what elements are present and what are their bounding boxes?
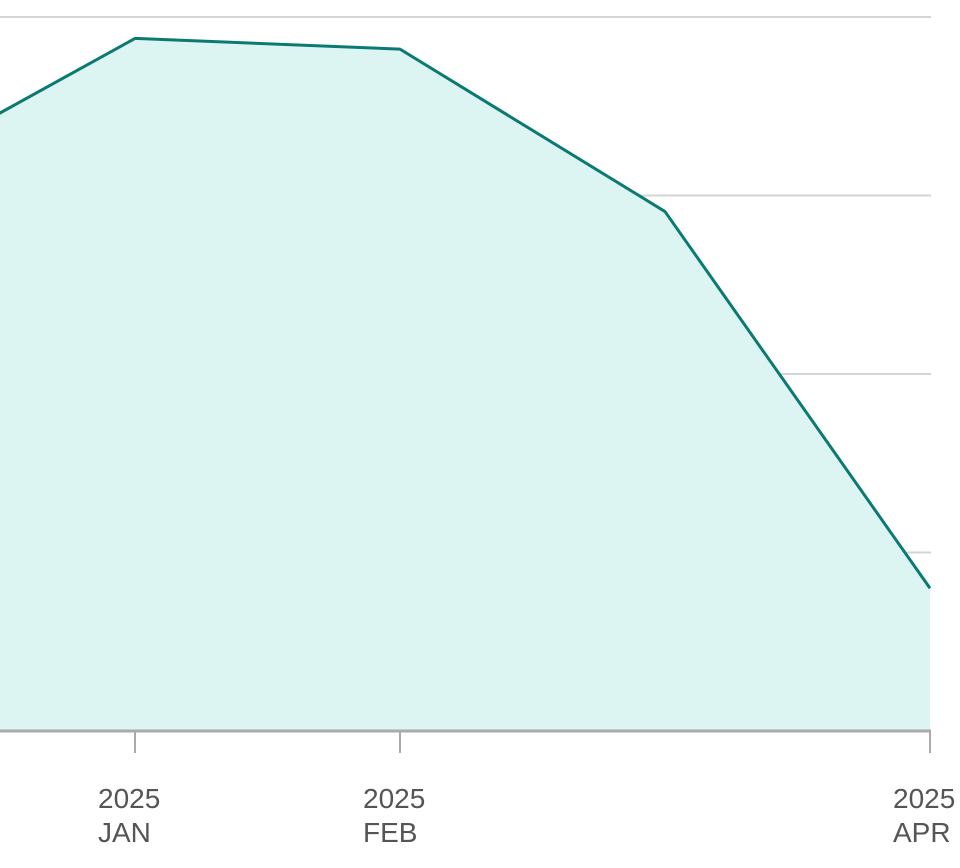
plot <box>0 36 931 731</box>
x-tick-year: 2025 <box>363 783 425 814</box>
x-tick-label: FEB <box>363 817 417 848</box>
x-tick-year: 2025 <box>98 783 160 814</box>
x-tick-year: 2025 <box>893 783 955 814</box>
x-tick-label: APR <box>893 817 951 848</box>
x-tick-label: JAN <box>98 817 151 848</box>
area-fill <box>0 38 930 731</box>
area-line <box>0 36 931 590</box>
